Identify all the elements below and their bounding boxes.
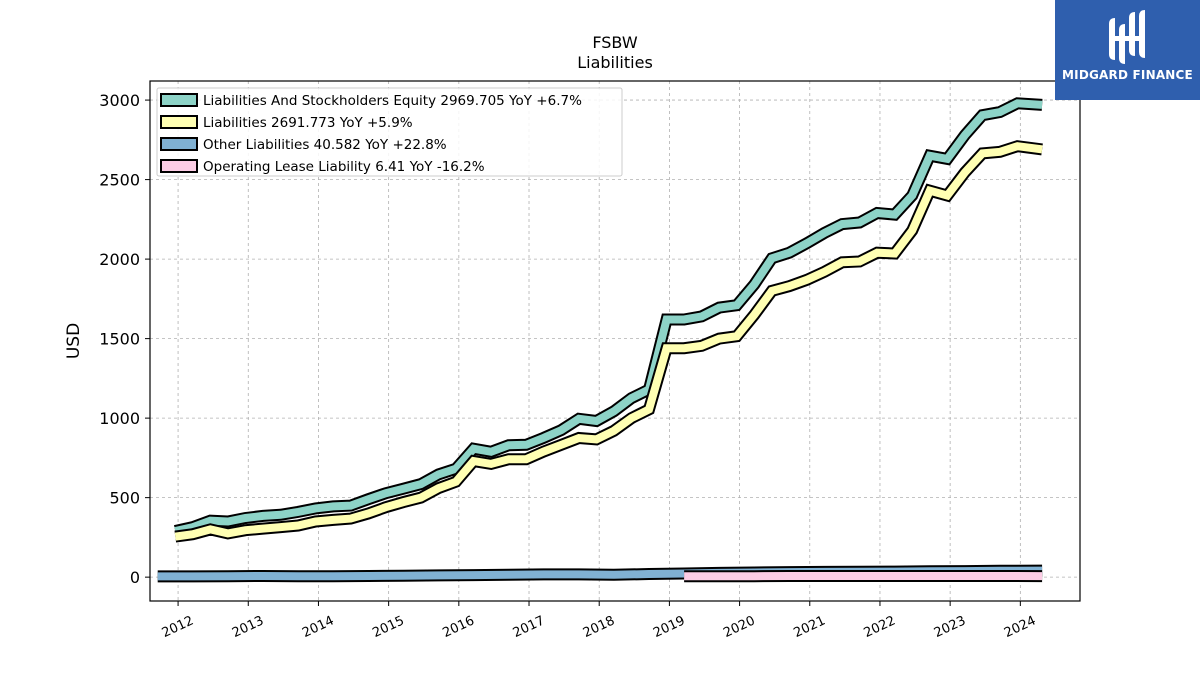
legend-label: Operating Lease Liability 6.41 YoY -16.2… — [203, 159, 485, 175]
x-tick-label: 2012 — [160, 613, 196, 641]
x-tick-label: 2022 — [862, 613, 898, 641]
y-tick-label: 3000 — [99, 91, 140, 110]
legend-swatch — [160, 93, 198, 107]
x-tick-label: 2013 — [230, 613, 266, 641]
legend-swatch — [160, 159, 198, 173]
series-layer — [157, 97, 1043, 583]
logo: MIDGARD FINANCE — [1055, 0, 1200, 100]
series-line-liabilities — [174, 142, 1043, 541]
chart-title: FSBW — [592, 33, 637, 52]
y-tick-label: 0 — [130, 568, 140, 587]
x-tick-label: 2021 — [791, 613, 827, 641]
legend-swatch — [160, 137, 198, 151]
y-tick-label: 500 — [109, 489, 140, 508]
y-tick-label: 1000 — [99, 409, 140, 428]
x-tick-label: 2015 — [370, 613, 406, 641]
x-tick-label: 2023 — [932, 613, 968, 641]
y-tick-label: 1500 — [99, 330, 140, 349]
x-tick-label: 2016 — [441, 613, 477, 641]
x-tick-label: 2018 — [581, 613, 617, 641]
series-line-liabilities-and-stockholders-equity — [174, 99, 1043, 535]
series-outline-liabilities — [174, 140, 1043, 543]
legend-label: Other Liabilities 40.582 YoY +22.8% — [203, 137, 447, 153]
x-tick-label: 2019 — [651, 613, 687, 641]
y-axis-label: USD — [64, 323, 84, 359]
x-tick-label: 2017 — [511, 613, 547, 641]
plot-frame — [149, 80, 1081, 602]
x-tick-label: 2020 — [721, 613, 757, 641]
legend: Liabilities And Stockholders Equity 2969… — [156, 87, 623, 177]
x-tick-label: 2014 — [300, 613, 336, 641]
y-tick-label: 2000 — [99, 250, 140, 269]
legend-label: Liabilities And Stockholders Equity 2969… — [203, 93, 582, 109]
chart-subtitle: Liabilities — [577, 53, 653, 72]
midgard-logo-icon — [1109, 10, 1145, 64]
y-tick-label: 2500 — [99, 171, 140, 190]
legend-box — [156, 87, 623, 177]
legend-swatch — [160, 115, 198, 129]
x-tick-label: 2024 — [1002, 613, 1038, 641]
legend-label: Liabilities 2691.773 YoY +5.9% — [203, 115, 413, 131]
logo-text: MIDGARD FINANCE — [1062, 68, 1193, 82]
grid — [150, 81, 1080, 601]
